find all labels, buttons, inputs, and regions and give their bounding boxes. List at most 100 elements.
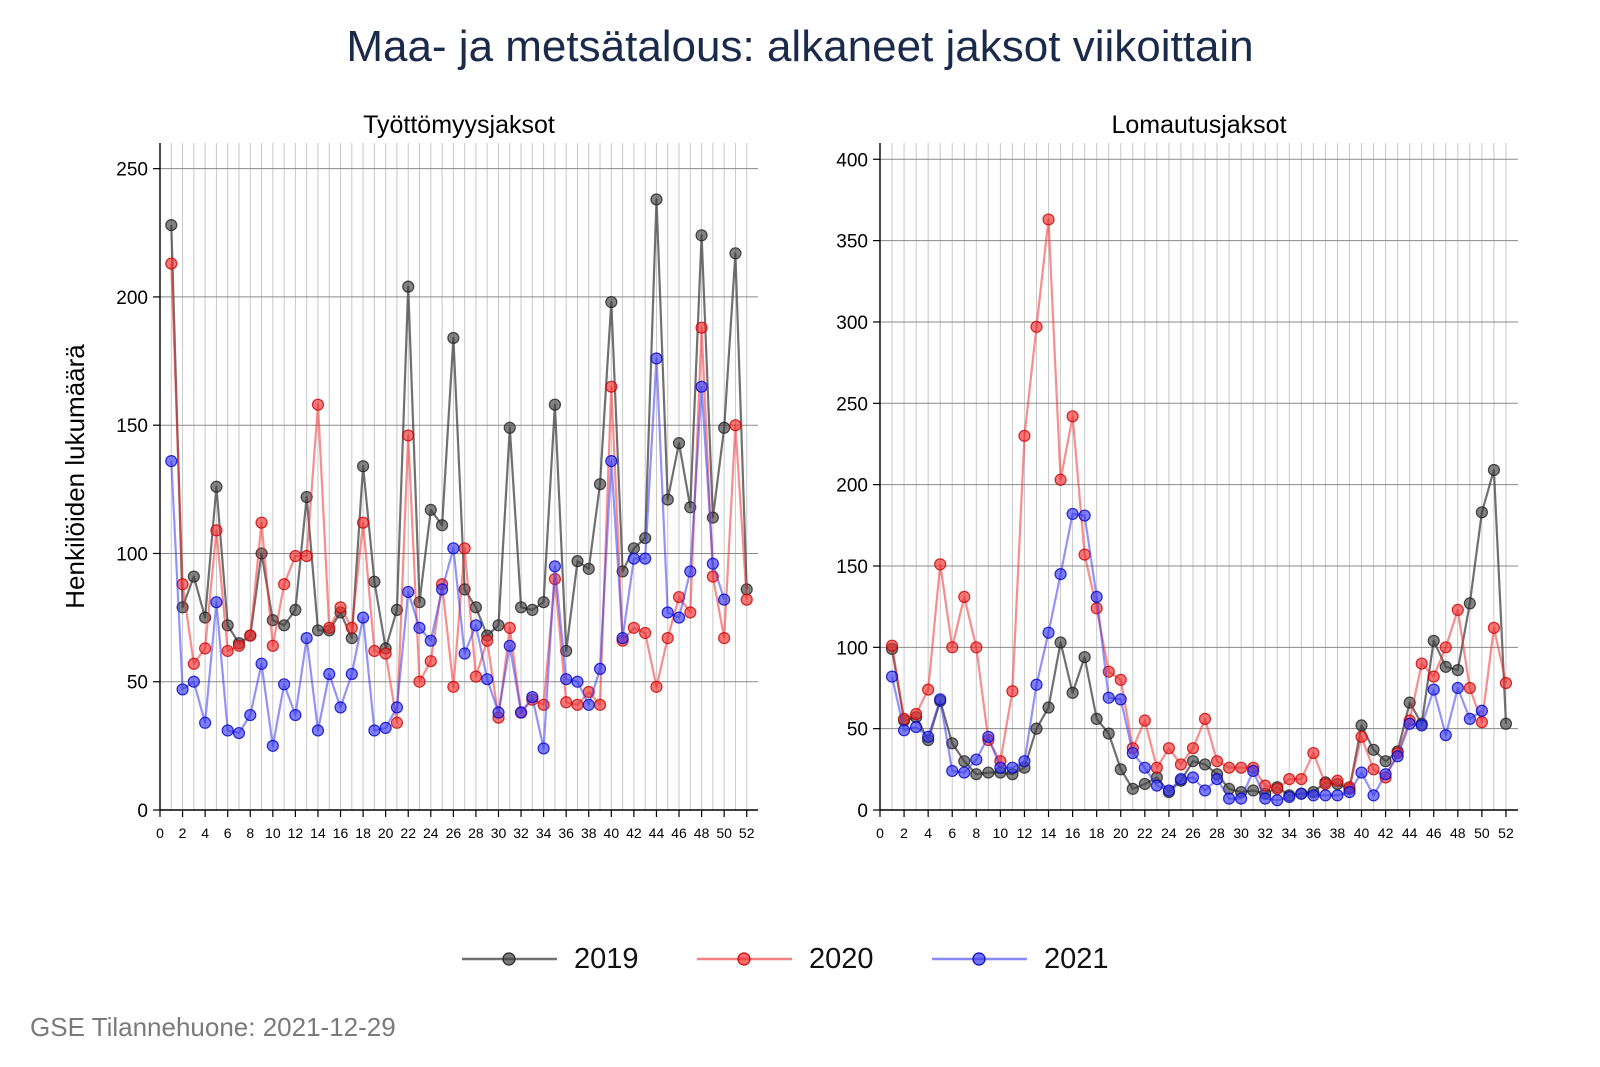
legend-swatch-2021 [932,952,1027,966]
data-point-2021 [1343,786,1356,799]
data-point-2021 [1355,766,1368,779]
data-point-2020 [503,621,516,634]
data-point-2021 [1198,784,1212,797]
data-point-2021 [922,730,935,743]
data-point-2019 [1499,717,1513,730]
data-point-2019 [982,766,995,779]
data-point-2021 [672,611,686,624]
x-tick-label: 52 [739,825,755,841]
x-tick-label: 28 [468,825,484,841]
data-point-2019 [345,632,358,645]
data-point-2021 [199,716,212,729]
data-point-2021 [165,455,178,468]
data-point-2021 [639,552,652,565]
data-point-2021 [958,766,971,779]
data-point-2021 [537,742,550,755]
data-point-2020 [481,634,494,647]
data-point-2021 [695,380,708,393]
data-point-2021 [176,683,189,696]
data-point-2020 [1439,641,1452,654]
data-point-2021 [661,606,674,619]
data-point-2021 [514,706,528,719]
x-tick-label: 4 [924,825,932,841]
data-point-2020 [278,578,291,591]
data-point-2021 [526,691,539,704]
x-tick-label: 32 [513,825,529,841]
data-point-2021 [910,720,923,734]
data-point-2021 [368,724,381,737]
data-point-2020 [1355,730,1368,743]
x-tick-label: 22 [1137,825,1153,841]
panel-title: Työttömyysjaksot [363,111,555,139]
data-point-2021 [1210,772,1224,786]
data-point-2021 [1463,712,1476,725]
data-point-2019 [514,601,528,614]
data-point-2021 [897,724,911,737]
data-point-2021 [1162,784,1176,797]
legend-marker-2020 [737,952,751,966]
data-point-2021 [1150,779,1163,792]
data-point-2020 [1198,712,1212,725]
data-point-2019 [1355,719,1368,732]
data-point-2021 [1451,681,1464,695]
data-point-2020 [1283,772,1296,786]
data-point-2021 [1391,750,1404,763]
data-point-2021 [548,560,562,573]
data-point-2021 [435,583,449,596]
data-point-2021 [1066,507,1079,521]
x-tick-label: 42 [626,825,642,841]
x-tick-label: 44 [649,825,665,841]
data-point-2021 [345,667,358,681]
data-point-2019 [165,218,178,232]
data-point-2021 [492,706,505,719]
data-point-2021 [718,593,731,606]
series-2021 [165,352,731,755]
data-point-2020 [165,257,178,270]
data-point-2021 [469,619,483,632]
data-point-2020 [695,321,708,334]
data-point-2020 [1427,670,1440,683]
data-point-2020 [740,593,753,606]
data-point-2019 [402,280,415,293]
y-tick-label: 150 [116,416,148,437]
data-point-2020 [560,696,573,709]
legend: 2019 2020 2021 [0,935,1600,985]
data-point-2021 [650,352,663,365]
data-point-2021 [1319,789,1332,802]
x-tick-label: 38 [581,825,597,841]
legend-item-2020: 2020 [697,935,897,985]
data-point-2021 [1367,789,1380,802]
data-point-2021 [1295,787,1308,800]
data-point-2020 [1235,761,1248,774]
data-point-2019 [447,331,460,345]
data-point-2019 [729,247,742,260]
y-tick-label: 0 [857,801,868,822]
legend-item-2019: 2019 [462,935,662,985]
data-point-2021 [334,701,347,714]
data-point-2021 [481,673,494,686]
data-point-2021 [1415,719,1428,732]
data-point-2020 [390,716,404,729]
data-point-2019 [1126,782,1139,795]
data-point-2020 [684,606,697,619]
data-point-2019 [424,503,437,516]
data-point-2021 [356,611,370,624]
data-point-2020 [323,621,336,634]
data-point-2019 [1475,506,1488,519]
data-point-2021 [1331,789,1344,802]
data-point-2021 [255,657,268,670]
x-tick-label: 12 [288,825,304,841]
data-point-2021 [266,739,279,752]
data-point-2021 [447,542,460,555]
data-point-2020 [379,647,392,660]
x-tick-label: 50 [716,825,732,841]
data-point-2021 [1090,590,1103,603]
chart-title: Maa- ja metsätalous: alkaneet jaksot vii… [346,22,1254,71]
x-tick-label: 50 [1474,825,1490,841]
x-tick-label: 2 [179,825,187,841]
data-point-2019 [582,562,595,575]
data-point-2021 [627,552,640,565]
data-point-2021 [458,647,471,660]
data-point-2020 [958,590,971,603]
